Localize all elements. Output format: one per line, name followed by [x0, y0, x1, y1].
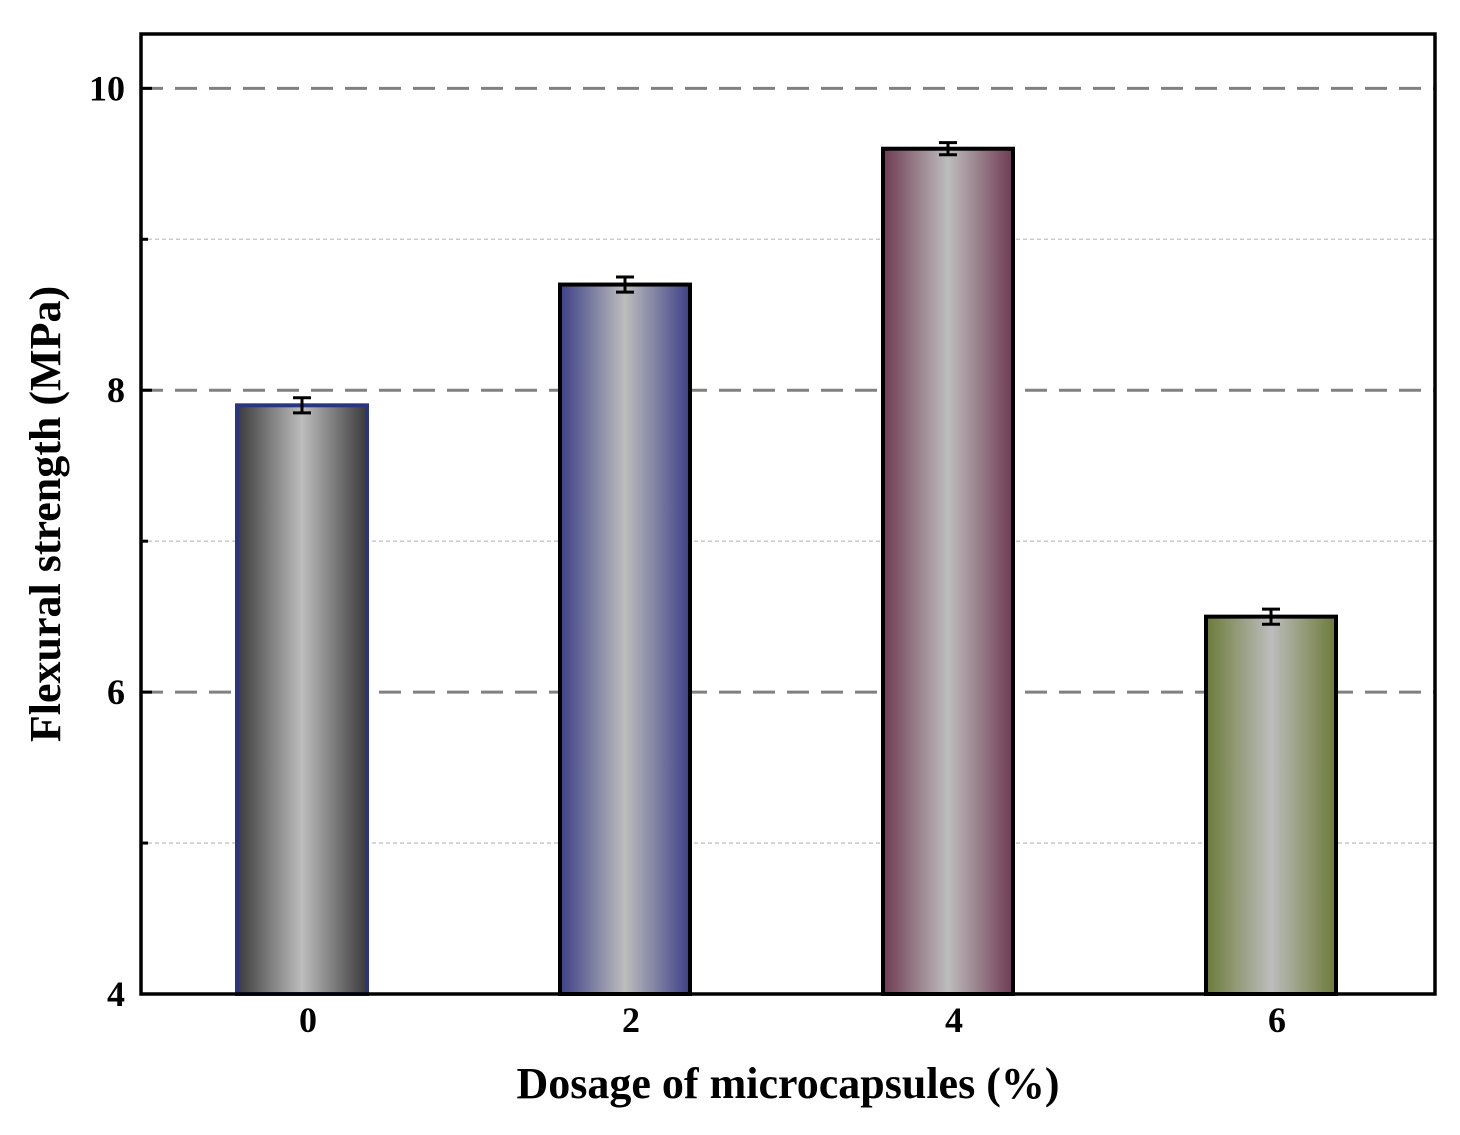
x-tick-label-2: 2	[622, 1000, 640, 1040]
y-tick-label-6: 6	[107, 672, 125, 712]
error-bar-2	[616, 275, 634, 294]
error-bar-layer	[293, 141, 1280, 626]
bar-4	[881, 146, 1015, 996]
y-tick-label-4: 4	[107, 974, 125, 1014]
tick-layer: 0 2 4 6 4 6 8 10	[89, 68, 1286, 1040]
bar-0	[235, 403, 369, 996]
y-tick-label-10: 10	[89, 68, 125, 108]
y-tick-label-8: 8	[107, 370, 125, 410]
x-tick-label-0: 0	[299, 1000, 317, 1040]
error-bar-0	[293, 396, 311, 415]
x-axis-label: Dosage of microcapsules (%)	[517, 1059, 1060, 1108]
error-bar-4	[939, 141, 957, 157]
y-axis-label: Flexural strength (MPa)	[21, 286, 70, 742]
plot-frame	[139, 32, 1437, 996]
x-tick-label-4: 4	[945, 1000, 963, 1040]
bar-6	[1204, 614, 1338, 996]
bar-2	[558, 282, 692, 996]
x-tick-label-6: 6	[1268, 1000, 1286, 1040]
error-bar-6	[1262, 607, 1280, 626]
bar-layer	[235, 146, 1338, 996]
